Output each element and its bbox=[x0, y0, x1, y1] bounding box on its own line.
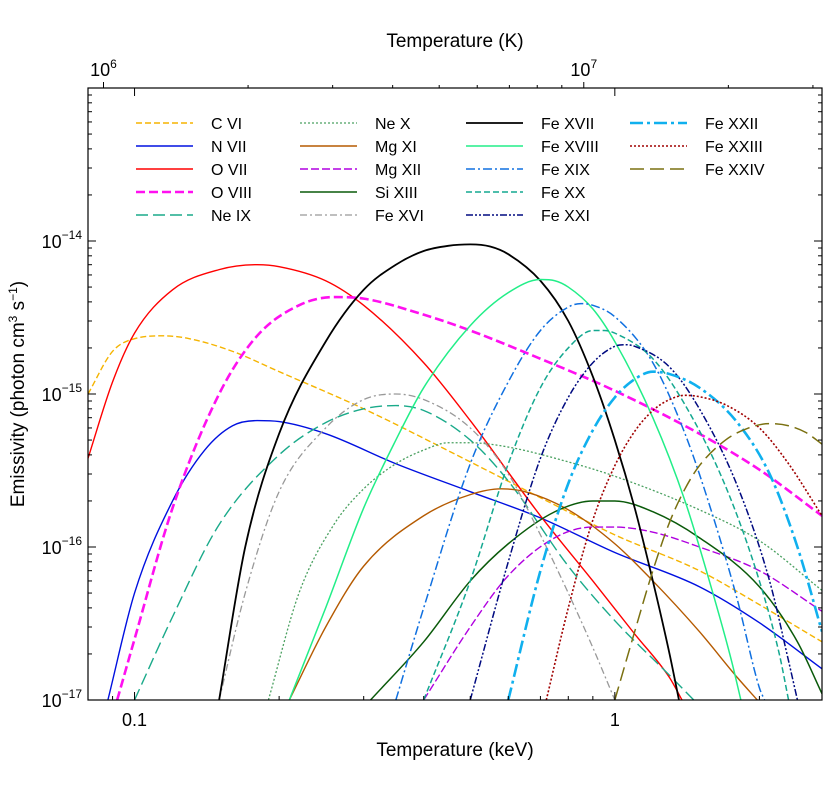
series-line-fe-xviii bbox=[288, 278, 742, 700]
legend-label-fe-xxii: Fe XXII bbox=[705, 116, 758, 133]
legend-label-ne-ix: Ne IX bbox=[211, 208, 251, 225]
series-line-fe-xxii bbox=[507, 370, 822, 700]
legend-label-c-vi: C VI bbox=[211, 116, 242, 133]
series-line-mg-xi bbox=[288, 488, 758, 700]
series-line-o-viii bbox=[115, 295, 822, 700]
legend-label-si-xiii: Si XIII bbox=[375, 185, 418, 202]
series-line-fe-xxiii bbox=[545, 394, 822, 700]
series-line-fe-xvii bbox=[218, 243, 680, 700]
y-axis-label: Emissivity (photon cm3 s−1) bbox=[6, 281, 29, 507]
legend-label-fe-xvii: Fe XVII bbox=[541, 116, 594, 133]
series-line-c-vi bbox=[88, 335, 822, 643]
series-line-fe-xxiv bbox=[614, 422, 822, 700]
series-line-fe-xx bbox=[423, 329, 790, 700]
legend-label-fe-xxiv: Fe XXIV bbox=[705, 162, 765, 179]
x-top-axis-label: Temperature (K) bbox=[386, 31, 523, 52]
y-tick-label: 10−14 bbox=[42, 228, 83, 252]
series-curves bbox=[88, 243, 822, 700]
x-top-tick-label: 107 bbox=[570, 57, 597, 80]
series-line-mg-xii bbox=[423, 526, 822, 700]
y-tick-label: 10−16 bbox=[42, 534, 83, 558]
legend-label-mg-xi: Mg XI bbox=[375, 139, 417, 156]
series-line-fe-xvi bbox=[218, 393, 616, 700]
series-line-si-xiii bbox=[369, 500, 822, 700]
legend-label-o-vii: O VII bbox=[211, 162, 247, 179]
series-line-o-vii bbox=[88, 263, 683, 700]
legend: C VI N VII O VII O VIII Ne IX Ne X Mg XI Mg XII… bbox=[136, 116, 765, 225]
legend-label-o-viii: O VIII bbox=[211, 185, 252, 202]
legend-label-fe-xx: Fe XX bbox=[541, 185, 586, 202]
legend-label-ne-x: Ne X bbox=[375, 116, 411, 133]
legend-label-fe-xvi: Fe XVI bbox=[375, 208, 424, 225]
x-tick-label: 0.1 bbox=[122, 710, 147, 730]
plot-frame bbox=[87, 87, 823, 701]
y-tick-label: 10−15 bbox=[42, 381, 83, 405]
legend-label-mg-xii: Mg XII bbox=[375, 162, 421, 179]
x-top-tick-label: 106 bbox=[90, 57, 117, 80]
legend-label-fe-xxiii: Fe XXIII bbox=[705, 139, 763, 156]
series-line-ne-ix bbox=[133, 404, 695, 700]
legend-label-fe-xxi: Fe XXI bbox=[541, 208, 590, 225]
y-tick-label: 10−17 bbox=[42, 687, 83, 711]
series-line-ne-x bbox=[267, 442, 822, 700]
axis-ticks: 0.1 1 106 107 10−17 10−16 10−15 10−14 bbox=[42, 57, 822, 730]
legend-label-fe-xix: Fe XIX bbox=[541, 162, 590, 179]
series-line-n-vii bbox=[107, 419, 822, 700]
series-line-fe-xxi bbox=[469, 343, 799, 700]
x-axis-label: Temperature (keV) bbox=[376, 740, 533, 761]
series-line-fe-xix bbox=[395, 302, 766, 700]
legend-label-n-vii: N VII bbox=[211, 139, 247, 156]
legend-label-fe-xviii: Fe XVIII bbox=[541, 139, 599, 156]
x-tick-label: 1 bbox=[610, 710, 620, 730]
